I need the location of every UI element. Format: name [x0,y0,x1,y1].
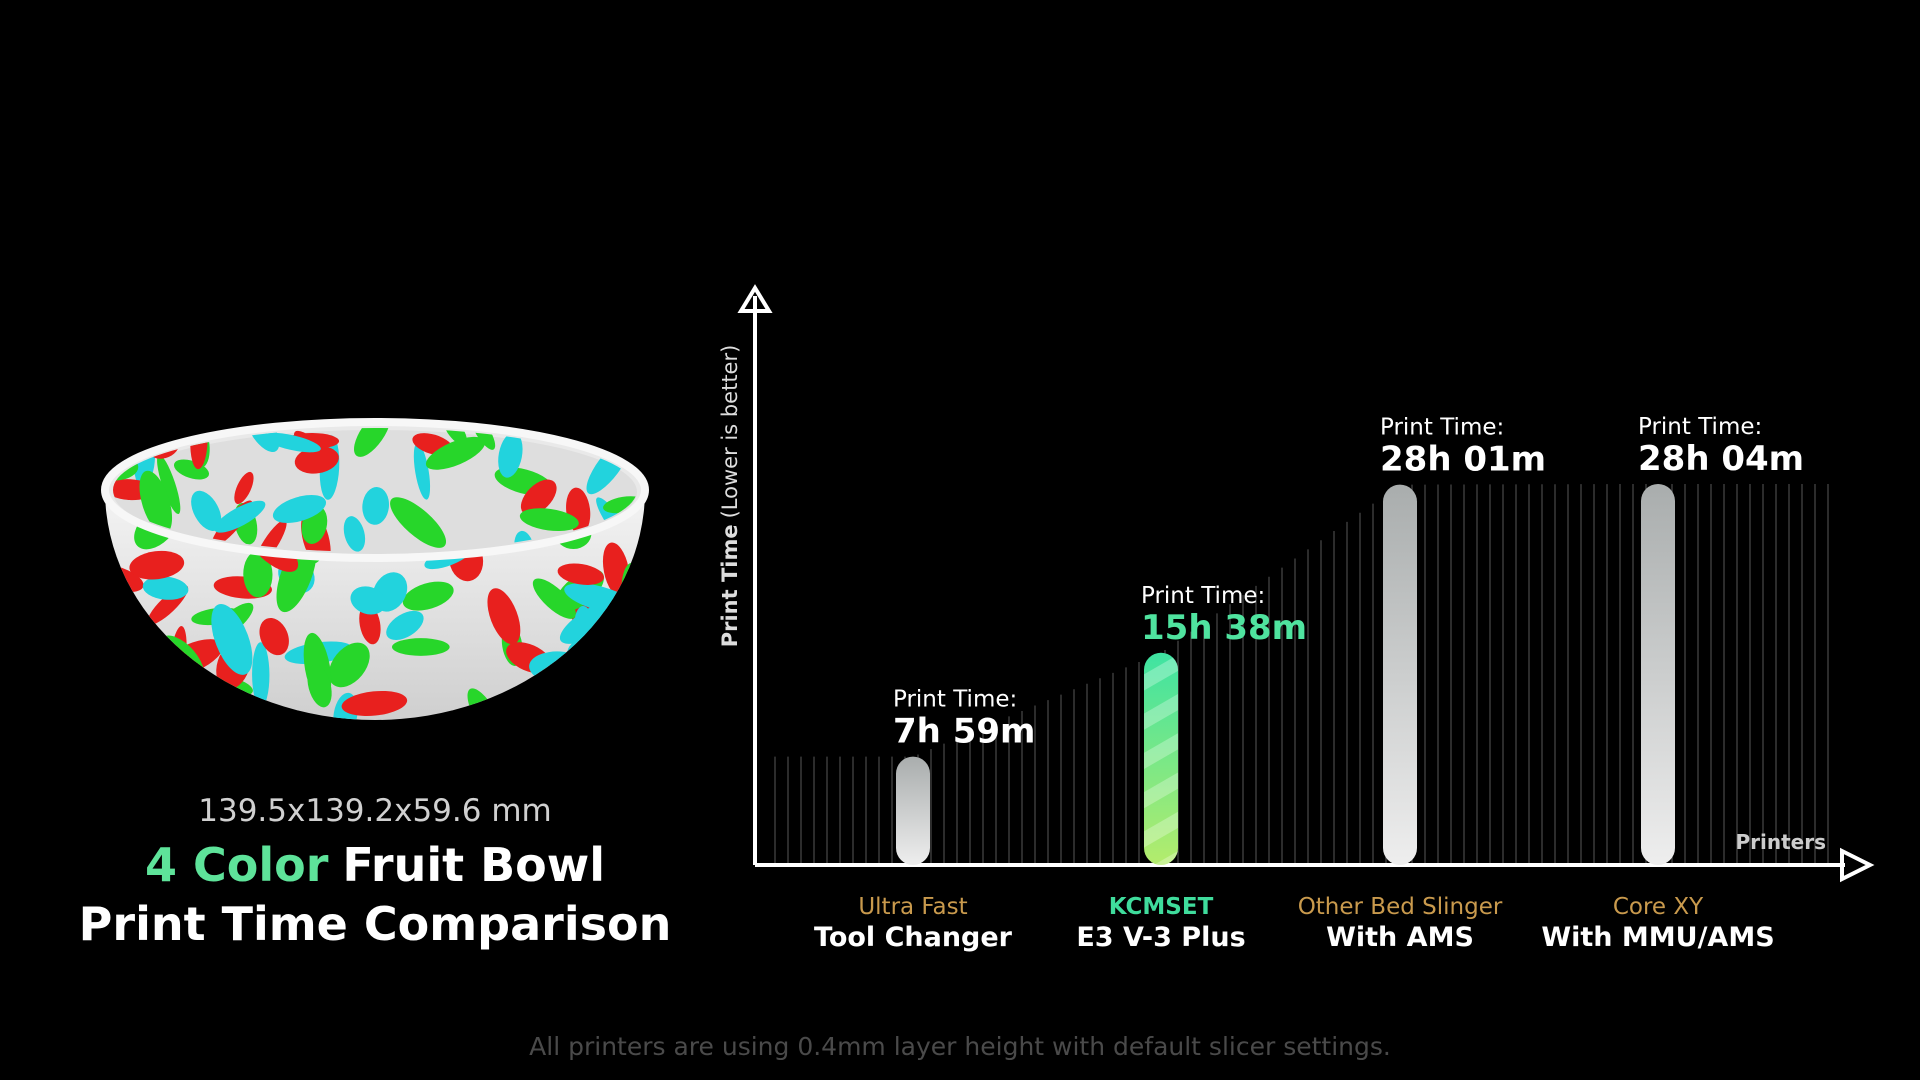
leaf [362,487,390,525]
category-group: KCMSET [1109,894,1214,920]
leaf [139,470,173,534]
leaf [191,490,222,532]
bar [896,756,930,865]
leaf [589,661,634,698]
leaf [234,471,254,504]
subtitle: Print Time Comparison [79,897,672,951]
leaf [254,520,287,552]
leaf [350,586,386,615]
leaf [142,576,189,600]
leaf [138,666,214,689]
y-axis-label: Print Time (Lower is better) [718,345,742,648]
x-tick-label: E3 V-3 Plus [1076,922,1245,953]
leaf [252,642,270,708]
leaf [272,494,327,523]
x-tick-label: Tool Changer [814,922,1013,953]
leaf [214,500,266,533]
leaf [615,630,645,663]
leaf [307,664,332,708]
leaf [259,617,289,656]
y-axis-note: (Lower is better) [718,345,742,519]
bar [1383,484,1417,865]
bar-stripes [1144,652,1178,865]
category-group: Other Bed Slinger [1298,894,1503,920]
x-tick-label: With MMU/AMS [1541,922,1774,953]
leaf [392,638,450,656]
title-highlight: 4 Color [145,838,329,892]
x-axis-label: Printers [1735,830,1826,854]
bar [1641,483,1675,865]
leaf [520,479,557,516]
x-axis-arrow [1840,847,1875,883]
leaf [425,436,486,470]
annotation: Print Time: [1141,583,1265,609]
leaf [243,551,273,598]
bowl-illustration [101,418,649,720]
footnote: All printers are using 0.4mm layer heigh… [529,1032,1391,1061]
y-axis-title: Print Time [718,524,742,647]
leaf [557,563,605,585]
leaf [498,432,523,478]
value-label: 28h 04m [1638,439,1804,479]
value-label: 7h 59m [893,712,1035,752]
leaf [211,603,253,675]
leaf [328,642,370,688]
leaf [602,674,644,720]
leaf [625,428,637,448]
leaf [413,443,431,500]
annotation: Print Time: [1380,415,1504,441]
category-group: Core XY [1613,894,1704,920]
leaf [487,588,521,645]
y-axis-arrow [737,284,773,313]
leaf [115,650,170,681]
title-main: Fruit Bowl [342,838,605,892]
leaf [262,432,321,453]
leaf [341,690,408,717]
value-label: 15h 38m [1141,608,1307,648]
leaf [354,428,391,457]
annotation: Print Time: [1638,414,1762,440]
value-label: 28h 01m [1380,440,1546,480]
leaf [390,497,447,548]
leaf [157,454,181,515]
x-tick-label: With AMS [1326,922,1474,953]
dimensions: 139.5x139.2x59.6 mm [198,793,551,829]
leaf [129,550,185,580]
category-group: Ultra Fast [858,894,967,920]
leaf [343,516,366,552]
annotation: Print Time: [893,687,1017,713]
leaf [386,610,424,641]
leaf [519,508,579,532]
title: 4 Color Fruit Bowl [145,838,605,892]
leaf [402,581,454,611]
